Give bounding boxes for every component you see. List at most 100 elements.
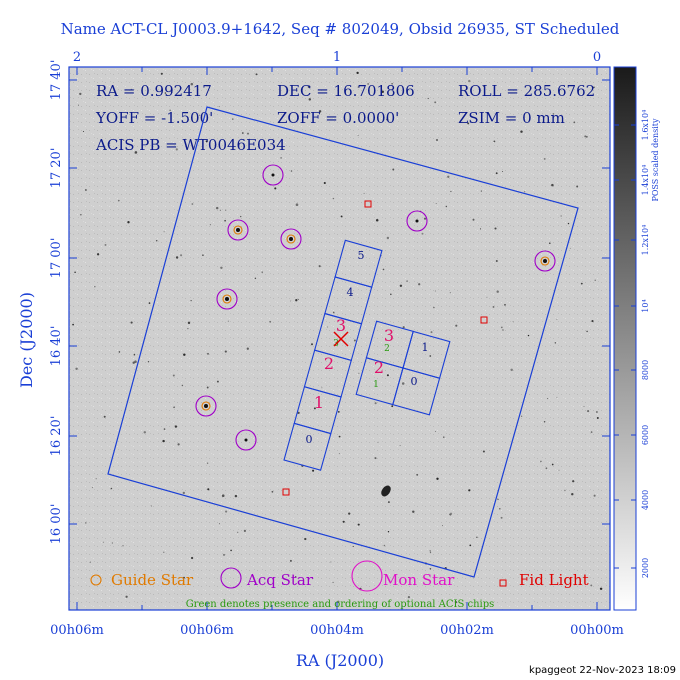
background-star — [190, 300, 192, 302]
background-star — [163, 428, 166, 430]
background-star — [187, 321, 191, 325]
background-star — [313, 407, 316, 410]
background-star — [352, 545, 354, 547]
background-star — [163, 551, 165, 553]
acis-i-array — [355, 320, 451, 416]
guide-star — [286, 234, 296, 244]
plot-frame — [68, 66, 611, 611]
background-star — [206, 462, 209, 464]
background-star — [297, 298, 299, 300]
background-star — [219, 209, 221, 211]
background-star — [174, 425, 178, 428]
background-star — [556, 318, 558, 320]
background-star — [496, 290, 499, 293]
background-star — [402, 326, 405, 329]
background-star — [95, 478, 97, 480]
fid-light — [282, 488, 290, 496]
legend-guide: Guide Star — [111, 571, 194, 589]
y-tick-label: 16 20' — [49, 416, 64, 457]
chip-label: 0 — [411, 375, 418, 388]
legend: Guide Star Acq Star Mon Star Fid Light G… — [90, 560, 589, 610]
background-star — [469, 544, 472, 547]
background-star — [79, 92, 82, 96]
background-star — [295, 299, 298, 302]
background-star — [386, 236, 390, 240]
background-star — [391, 83, 393, 85]
chip-label: 2 — [374, 358, 384, 377]
chip-label: 3 — [384, 326, 394, 345]
background-star — [304, 537, 307, 541]
background-star — [96, 253, 100, 256]
star-markers — [195, 164, 556, 451]
field-of-view-outline — [107, 106, 579, 578]
background-star — [216, 380, 219, 383]
background-star — [486, 296, 488, 298]
background-star — [127, 221, 130, 224]
background-star — [399, 284, 403, 287]
background-star — [497, 498, 499, 500]
legend-acq: Acq Star — [246, 571, 314, 589]
background-star — [130, 321, 133, 324]
y-axis-label: Dec (J2000) — [17, 292, 36, 388]
background-star — [476, 536, 478, 539]
fid-light — [480, 316, 488, 324]
background-star — [479, 228, 482, 230]
colorbar-tick-label: 8000 — [641, 360, 650, 380]
acis-s-array — [283, 239, 383, 471]
x-tick-label: 00h00m — [570, 623, 624, 638]
background-star — [572, 480, 575, 483]
background-star — [500, 516, 503, 519]
background-star — [520, 415, 523, 417]
colorbar-tick-label: 6000 — [641, 425, 650, 445]
background-star — [169, 109, 171, 111]
chip-label: 4 — [347, 286, 354, 299]
guide-star — [540, 256, 550, 266]
background-star — [123, 139, 125, 141]
background-star — [108, 142, 111, 144]
background-star — [434, 290, 436, 292]
background-star — [449, 512, 453, 515]
footer-stamp: kpaggeot 22-Nov-2023 18:09 — [529, 665, 676, 676]
background-star — [223, 553, 225, 556]
background-star — [386, 374, 389, 377]
background-star — [234, 494, 238, 498]
background-star — [163, 231, 165, 233]
background-star — [552, 113, 555, 115]
background-star — [332, 197, 335, 200]
acis-pb-value: ACIS PB = WT0046E034 — [95, 136, 286, 154]
background-star — [243, 529, 246, 533]
background-star — [442, 525, 444, 527]
background-star — [567, 222, 570, 225]
background-star — [224, 350, 227, 353]
background-star — [435, 203, 437, 204]
background-star — [206, 386, 209, 389]
background-star — [318, 265, 321, 268]
background-star — [125, 595, 128, 598]
plot-title: Name ACT-CL J0003.9+1642, Seq # 802049, … — [61, 20, 620, 38]
background-star — [357, 523, 360, 526]
acq-star — [235, 429, 257, 451]
background-star — [111, 542, 114, 544]
background-star — [327, 326, 329, 328]
background-star — [323, 181, 326, 185]
background-star — [429, 568, 432, 570]
acq-star — [280, 228, 302, 250]
background-star — [75, 367, 78, 371]
background-star — [580, 282, 583, 285]
background-star — [147, 361, 150, 363]
background-star — [387, 501, 390, 504]
background-star — [110, 487, 113, 490]
acq-star — [262, 164, 284, 186]
guide-star — [233, 225, 243, 235]
background-star — [545, 467, 548, 470]
background-star — [240, 215, 242, 218]
background-star — [274, 187, 277, 190]
background-star — [172, 374, 175, 377]
background-star — [455, 324, 458, 327]
background-star — [502, 329, 504, 331]
background-star — [377, 441, 379, 443]
background-star — [237, 531, 239, 533]
background-star — [434, 101, 437, 104]
